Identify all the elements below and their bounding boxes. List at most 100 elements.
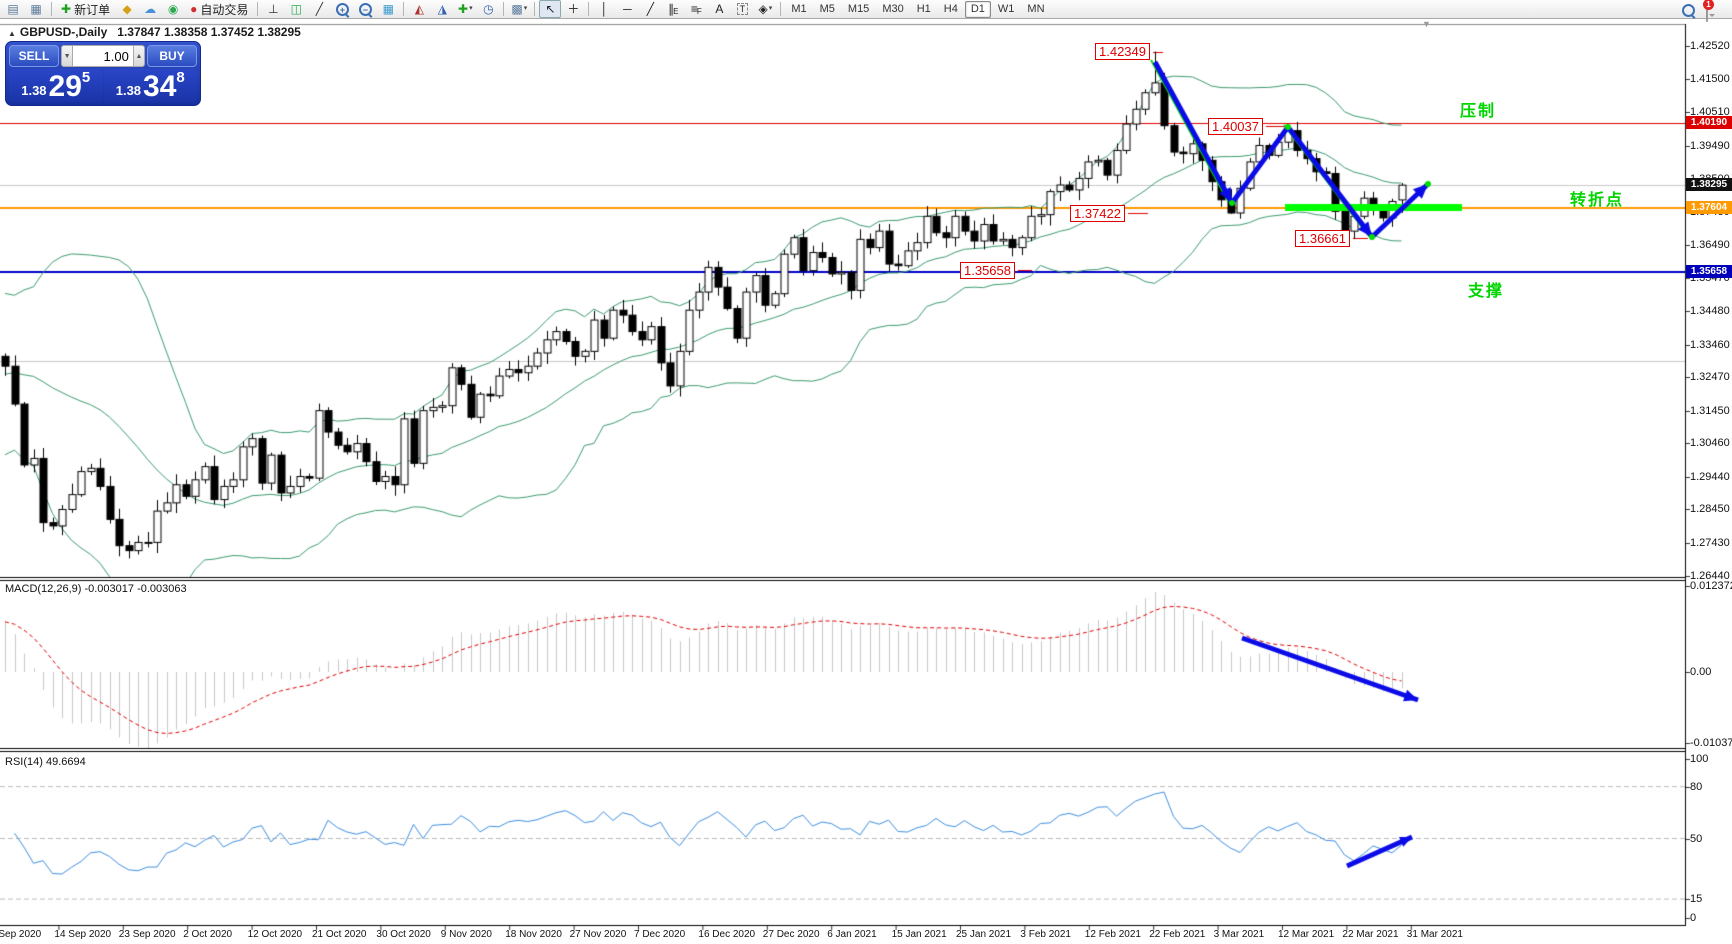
- fibonacci-icon[interactable]: ≡ F: [690, 2, 702, 16]
- new-order-button-label: 新订单: [74, 2, 111, 17]
- price-axis-badge: 1.35658: [1686, 264, 1732, 278]
- date-axis-label: 6 Jan 2021: [827, 929, 877, 940]
- autotrading-button-icon: ●: [190, 2, 198, 16]
- chart-ohlc-values: 1.37847 1.38358 1.37452 1.38295: [117, 25, 301, 39]
- bars-mode-icon[interactable]: ⊥: [268, 2, 279, 16]
- date-axis-label: 9 Nov 2020: [440, 929, 492, 940]
- chart-symbol-period: GBPUSD-,Daily: [19, 25, 108, 39]
- chat-notifications-icon[interactable]: 1: [1703, 0, 1714, 22]
- cursor-icon[interactable]: ↖: [539, 0, 562, 18]
- collapse-panel-icon[interactable]: ▲: [8, 29, 16, 38]
- toolbar-separator: [51, 2, 52, 16]
- rsi-axis-label: 80: [1690, 781, 1703, 793]
- sell-price-big: 29: [48, 70, 82, 103]
- new-order-button[interactable]: ✚ 新订单: [56, 0, 115, 18]
- rsi-axis-label: 15: [1690, 893, 1703, 905]
- profiles-icon[interactable]: ▦: [30, 2, 42, 16]
- hosting-icon[interactable]: ☁: [144, 2, 157, 16]
- timeframe-m1[interactable]: M1: [791, 2, 807, 15]
- toolbar-separator: [780, 2, 782, 16]
- vline-icon[interactable]: │: [600, 2, 609, 16]
- timeframe-mn[interactable]: MN: [1027, 2, 1045, 15]
- rsi-axis-label: 0: [1690, 912, 1697, 924]
- line-mode-icon[interactable]: ╱: [315, 2, 323, 16]
- date-axis-label: 27 Nov 2020: [569, 929, 627, 940]
- autotrading-button[interactable]: ● 自动交易: [185, 0, 253, 18]
- toolbar-separator: [534, 2, 536, 16]
- volume-input[interactable]: [73, 45, 133, 67]
- trendline-icon[interactable]: ╱: [646, 2, 654, 16]
- price-axis-tick: 1.39490: [1690, 140, 1730, 152]
- price-axis-tick: 1.31450: [1690, 405, 1730, 417]
- shapes-icon[interactable]: ◈ ▾: [758, 2, 773, 16]
- toolbar-separator: [588, 2, 590, 16]
- timeframe-d1[interactable]: D1: [964, 0, 991, 18]
- main-toolbar: ▤ ▦ ✚ 新订单 ◆ ☁ ◉ ● 自动交易 ⊥ ◫ ╱ + − ▦ ◭ ◮ ✚ ▾ ◷ ▩ ▾ ↖ ＋ │ ─ ╱ ∥ E ≡ F A T ◈ ▾…: [0, 0, 1732, 19]
- date-axis-label: 12 Feb 2021: [1084, 929, 1141, 940]
- date-axis-label: 27 Dec 2020: [762, 929, 820, 940]
- timeframe-m30[interactable]: M30: [882, 2, 904, 15]
- date-axis-label: 3 Feb 2021: [1020, 929, 1071, 940]
- chart-shift-marker-icon[interactable]: ▼: [1422, 19, 1431, 29]
- sell-price[interactable]: 1.38 29 5: [9, 69, 103, 102]
- date-axis-label: 30 Oct 2020: [376, 929, 431, 940]
- new-chart-icon[interactable]: ▤: [7, 2, 19, 16]
- metaeditor-icon[interactable]: ◆: [122, 2, 132, 16]
- templates-icon[interactable]: ▩ ▾: [511, 2, 528, 16]
- hline-icon[interactable]: ─: [623, 2, 632, 16]
- toolbar-separator: [503, 2, 505, 16]
- volume-increase-button[interactable]: ▲: [132, 45, 145, 67]
- buy-price-big: 34: [143, 70, 177, 103]
- date-axis-label: 4 Sep 2020: [0, 929, 42, 940]
- candles-mode-icon[interactable]: ◫: [290, 2, 303, 16]
- sell-price-prefix: 1.38: [21, 83, 47, 98]
- timeframe-h4[interactable]: H4: [943, 2, 958, 15]
- date-axis-label: 25 Jan 2021: [956, 929, 1012, 940]
- toolbar-separator: [403, 2, 405, 16]
- zoom-in-icon[interactable]: +: [331, 0, 353, 18]
- date-axis-label: 3 Mar 2021: [1213, 929, 1265, 940]
- price-axis-tick: 1.41500: [1690, 73, 1730, 85]
- textlabel-icon[interactable]: T: [731, 0, 753, 18]
- macd-axis-label: 0.00: [1690, 666, 1712, 678]
- rsi-axis-label: 100: [1690, 753, 1709, 765]
- chart-title: ▲ GBPUSD-,Daily 1.37847 1.38358 1.37452 1.…: [8, 25, 301, 39]
- annotation-text-label: 转折点: [1570, 192, 1625, 209]
- price-axis-tick: 1.34480: [1690, 305, 1730, 317]
- timeframe-m5[interactable]: M5: [819, 2, 835, 15]
- timeframe-m15[interactable]: M15: [847, 2, 870, 15]
- chat-bubble-icon: [1706, 3, 1708, 22]
- search-icon[interactable]: [1682, 4, 1695, 22]
- date-axis-label: 31 Mar 2021: [1406, 929, 1463, 940]
- indicators-icon[interactable]: ◭: [414, 2, 424, 16]
- price-axis-tick: 1.36490: [1690, 239, 1730, 251]
- timeframe-w1[interactable]: W1: [997, 2, 1015, 15]
- buy-price-pip: 8: [176, 69, 185, 86]
- signals-icon[interactable]: ◉: [167, 2, 179, 16]
- zoom-out-icon[interactable]: −: [354, 0, 376, 18]
- rsi-indicator-label: RSI(14) 49.6694: [5, 756, 86, 768]
- volume-decrease-button[interactable]: ▼: [61, 45, 74, 67]
- price-callout-label: 1.42349: [1095, 43, 1150, 60]
- buy-price[interactable]: 1.38 34 8: [103, 69, 197, 103]
- tile-windows-icon[interactable]: ▦: [382, 2, 395, 16]
- price-callout-label: 1.37422: [1070, 205, 1125, 222]
- sell-button[interactable]: SELL: [9, 45, 59, 67]
- channel-icon[interactable]: ∥ E: [668, 2, 679, 16]
- add-indicator-icon[interactable]: ✚ ▾: [458, 2, 473, 16]
- date-axis-label: 2 Oct 2020: [183, 929, 233, 940]
- annotation-text-label: 压制: [1460, 103, 1497, 120]
- annotation-text-label: 支撑: [1468, 283, 1505, 300]
- macd-axis-label: 0.012372: [1690, 580, 1732, 592]
- objects-list-icon[interactable]: ◮: [437, 2, 447, 16]
- buy-button[interactable]: BUY: [147, 45, 197, 67]
- period-icon[interactable]: ◷: [483, 2, 494, 16]
- crosshair-icon[interactable]: ＋: [567, 2, 580, 16]
- price-axis-tick: 1.28450: [1690, 503, 1730, 515]
- timeframe-h1[interactable]: H1: [916, 2, 931, 15]
- volume-stepper: ▼ ▲: [61, 45, 145, 67]
- buy-price-prefix: 1.38: [115, 83, 142, 98]
- price-axis-tick: 1.30460: [1690, 437, 1730, 449]
- text-icon[interactable]: A: [715, 2, 724, 16]
